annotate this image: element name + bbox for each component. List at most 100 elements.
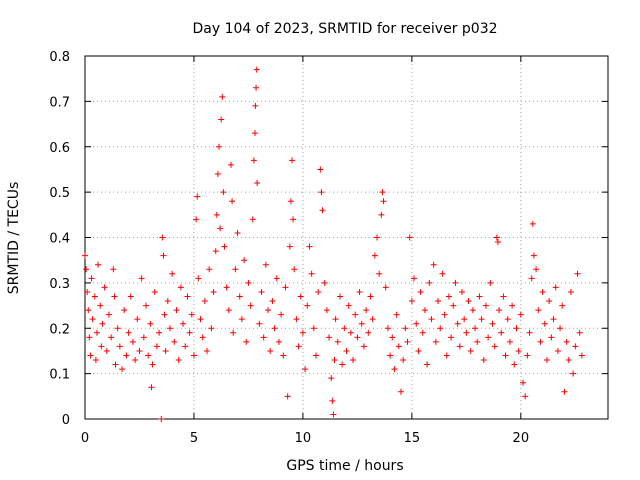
data-point <box>304 302 311 309</box>
data-point <box>84 288 91 295</box>
data-point <box>317 166 324 173</box>
data-point <box>221 243 228 250</box>
data-point <box>110 266 117 273</box>
data-point <box>329 397 336 404</box>
data-point <box>565 357 572 364</box>
data-point <box>430 261 437 268</box>
data-point <box>341 325 348 332</box>
data-point <box>480 357 487 364</box>
data-point <box>310 325 317 332</box>
data-point <box>356 288 363 295</box>
y-tick-label: 0 <box>62 413 70 428</box>
data-point <box>387 352 394 359</box>
data-point <box>182 343 189 350</box>
data-point <box>175 357 182 364</box>
data-point <box>236 293 243 300</box>
data-point <box>411 275 418 282</box>
data-point <box>262 261 269 268</box>
data-point <box>143 302 150 309</box>
data-point <box>251 130 258 137</box>
data-point <box>206 266 213 273</box>
data-point <box>559 302 566 309</box>
data-point <box>91 293 98 300</box>
data-point <box>380 198 387 205</box>
chart-title: Day 104 of 2023, SRMTID for receiver p03… <box>192 21 497 37</box>
data-point <box>450 302 457 309</box>
data-point <box>352 311 359 318</box>
data-point <box>125 329 132 336</box>
data-point <box>241 257 248 264</box>
data-point <box>214 170 221 177</box>
data-point <box>369 316 376 323</box>
data-point <box>291 266 298 273</box>
data-point <box>367 293 374 300</box>
data-point <box>439 270 446 277</box>
data-point <box>116 343 123 350</box>
data-point <box>526 329 533 336</box>
data-point <box>201 298 208 305</box>
data-point <box>541 320 548 327</box>
data-point <box>312 352 319 359</box>
data-point <box>199 334 206 341</box>
data-point <box>323 307 330 314</box>
data-point <box>321 279 328 286</box>
data-point <box>159 234 166 241</box>
data-point <box>513 325 520 332</box>
data-point <box>502 352 509 359</box>
data-point <box>365 329 372 336</box>
data-point <box>537 338 544 345</box>
data-point <box>452 279 459 286</box>
data-point <box>99 320 106 327</box>
data-point <box>469 307 476 314</box>
data-point <box>550 316 557 323</box>
data-point <box>85 307 92 314</box>
data-point <box>360 343 367 350</box>
y-tick-label: 0.3 <box>49 277 70 292</box>
data-point <box>149 361 156 368</box>
data-point <box>308 270 315 277</box>
data-point <box>417 288 424 295</box>
data-point <box>134 316 141 323</box>
data-point <box>267 347 274 354</box>
data-point <box>160 252 167 259</box>
data-point <box>524 352 531 359</box>
data-point <box>145 352 152 359</box>
data-point <box>445 293 452 300</box>
data-point <box>578 352 585 359</box>
data-point <box>493 234 500 241</box>
data-point <box>219 93 226 100</box>
data-point <box>89 316 96 323</box>
data-point <box>319 207 326 214</box>
data-point <box>528 275 535 282</box>
data-point <box>413 320 420 327</box>
data-point <box>245 279 252 286</box>
data-point <box>494 239 501 246</box>
data-point <box>561 388 568 395</box>
data-point <box>164 298 171 305</box>
data-point <box>93 329 100 336</box>
data-point <box>384 325 391 332</box>
data-point <box>108 334 115 341</box>
data-point <box>188 311 195 318</box>
data-point <box>252 102 259 109</box>
data-point <box>574 270 581 277</box>
data-point <box>509 302 516 309</box>
data-point <box>358 320 365 327</box>
data-point <box>195 275 202 282</box>
data-point <box>121 307 128 314</box>
x-tick-label: 0 <box>81 431 89 446</box>
data-point <box>289 157 296 164</box>
data-point <box>293 316 300 323</box>
data-point <box>406 234 413 241</box>
data-point <box>190 352 197 359</box>
data-point <box>213 211 220 218</box>
data-point <box>408 298 415 305</box>
data-point <box>474 338 481 345</box>
data-point <box>426 279 433 286</box>
data-point <box>554 347 561 354</box>
data-point <box>180 320 187 327</box>
data-point <box>223 284 230 291</box>
data-point <box>467 347 474 354</box>
data-point <box>103 347 110 354</box>
data-point <box>101 284 108 291</box>
